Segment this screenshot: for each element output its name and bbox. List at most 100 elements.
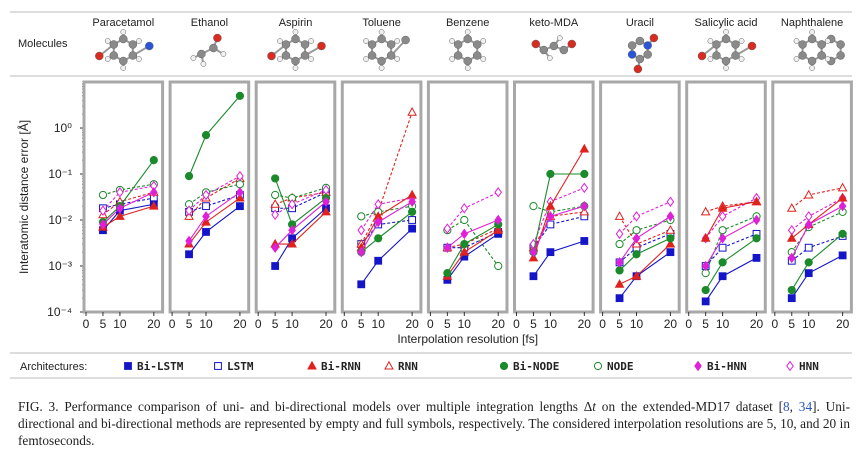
y-tick-label: 10⁻³ (48, 259, 72, 273)
data-point-hnn (185, 205, 193, 216)
series-bi-hnn (701, 214, 761, 272)
legend-label-bi-lstm: Bi-LSTM (137, 360, 184, 373)
data-point-bi-hnn (615, 257, 624, 268)
data-point-bi-hnn (460, 228, 469, 240)
data-point-bi-node (718, 258, 727, 267)
x-tick-label: 10 (802, 317, 816, 331)
oxygen-atom (567, 39, 577, 49)
carbon-atom (128, 51, 138, 60)
x-tick-label: 10 (458, 317, 472, 331)
legend-marker-node (593, 361, 603, 371)
data-point-hnn (374, 198, 383, 210)
legend-label-node: NODE (607, 360, 634, 373)
molecule-structure-salicylic-acid (697, 29, 757, 71)
series-line-lstm (533, 215, 585, 249)
legend-label-bi-node: Bi-NODE (513, 360, 559, 373)
data-point-hnn (494, 187, 503, 198)
x-tick-label: 20 (233, 317, 247, 331)
series-hnn (615, 196, 675, 240)
hydrogen-atom (824, 56, 831, 62)
caption-ref-34[interactable]: 34 (798, 399, 813, 414)
x-tick-label: 5 (788, 317, 795, 331)
data-point-bi-lstm (185, 250, 193, 259)
data-point-bi-hnn (529, 246, 538, 258)
legend-label-bi-hnn: Bi-HNN (707, 360, 747, 373)
carbon-atom (291, 56, 300, 66)
hydrogen-atom (480, 38, 487, 44)
data-point-bi-lstm (787, 294, 796, 303)
y-axis-title: Interatomic distance error [Å] (16, 120, 31, 274)
x-tick-label: 20 (147, 317, 161, 331)
series-hnn (271, 184, 330, 221)
data-point-node (98, 190, 108, 200)
panel-keto-mda: 0 5 10 20 (513, 80, 595, 331)
series-bi-lstm (357, 224, 417, 289)
hydrogen-atom (738, 56, 745, 62)
data-point-node (494, 261, 503, 271)
x-tick-label: 20 (664, 317, 678, 331)
carbon-atom (635, 54, 645, 64)
x-tick-label: 0 (599, 317, 606, 331)
carbon-atom (721, 34, 731, 44)
data-point-bi-lstm (718, 272, 727, 281)
molecules-label: Molecules (18, 38, 68, 50)
data-point-node (718, 226, 727, 235)
data-point-bi-rnn (665, 238, 676, 248)
series-bi-lstm (185, 202, 244, 259)
series-bi-hnn (271, 196, 330, 253)
caption-text-2: on the extended-MD17 dataset [ (596, 399, 784, 414)
legend-marker-bi-hnn (694, 360, 702, 372)
caption-text-3: ]. Uni-directional and bi-directional me… (18, 399, 851, 448)
data-point-node (615, 239, 624, 249)
legend-label-bi-rnn: Bi-RNN (321, 360, 361, 373)
series-bi-hnn (615, 211, 675, 268)
data-point-node (271, 190, 280, 200)
data-point-hnn (116, 187, 124, 198)
data-point-hnn (236, 170, 244, 182)
legend-marker-bi-node (499, 361, 509, 371)
data-point-bi-hnn (546, 211, 555, 222)
hydrogen-atom (120, 65, 127, 71)
panel-frame (426, 80, 509, 314)
series-bi-hnn (185, 187, 244, 247)
data-point-rnn (614, 211, 625, 220)
legend-marker-bi-lstm (124, 362, 132, 370)
legend-entry-rnn: RNN (384, 360, 418, 373)
carbon-atom (721, 56, 731, 66)
x-tick-label: 0 (341, 317, 348, 331)
data-point-node (632, 226, 641, 235)
legend-heading: Architectures: (20, 361, 87, 373)
panel-benzene: 0 5 10 20 (426, 80, 509, 331)
data-point-hnn (460, 203, 469, 214)
caption-t: t (592, 399, 596, 414)
data-point-bi-hnn (202, 211, 210, 222)
series-line-rnn (274, 191, 327, 205)
hydrogen-atom (707, 38, 714, 44)
data-point-node (235, 180, 245, 189)
caption-ref-8[interactable]: 8 (783, 399, 790, 414)
data-point-hnn (202, 189, 210, 201)
carbon-atom (836, 51, 845, 60)
hydrogen-atom (190, 55, 197, 61)
carbon-atom (731, 40, 740, 49)
carbon-atom (401, 35, 410, 45)
series-bi-lstm (787, 251, 847, 303)
x-tick-label: 0 (427, 317, 434, 331)
data-point-bi-hnn (116, 203, 124, 214)
hydrogen-atom (809, 29, 815, 35)
oxygen-atom (95, 51, 104, 61)
data-point-node (529, 202, 538, 211)
data-point-bi-rnn (786, 233, 797, 242)
molecule-structure-keto-mda (531, 35, 577, 61)
carbon-atom (377, 56, 386, 66)
data-point-bi-rnn (579, 143, 590, 153)
data-point-bi-hnn (271, 242, 279, 253)
series-hnn (443, 187, 503, 234)
carbon-atom (197, 49, 206, 59)
data-point-bi-rnn (700, 233, 711, 242)
carbon-atom (807, 34, 817, 44)
x-tick-label: 0 (685, 317, 692, 331)
carbon-atom (712, 40, 721, 49)
hydrogen-atom (104, 56, 111, 62)
